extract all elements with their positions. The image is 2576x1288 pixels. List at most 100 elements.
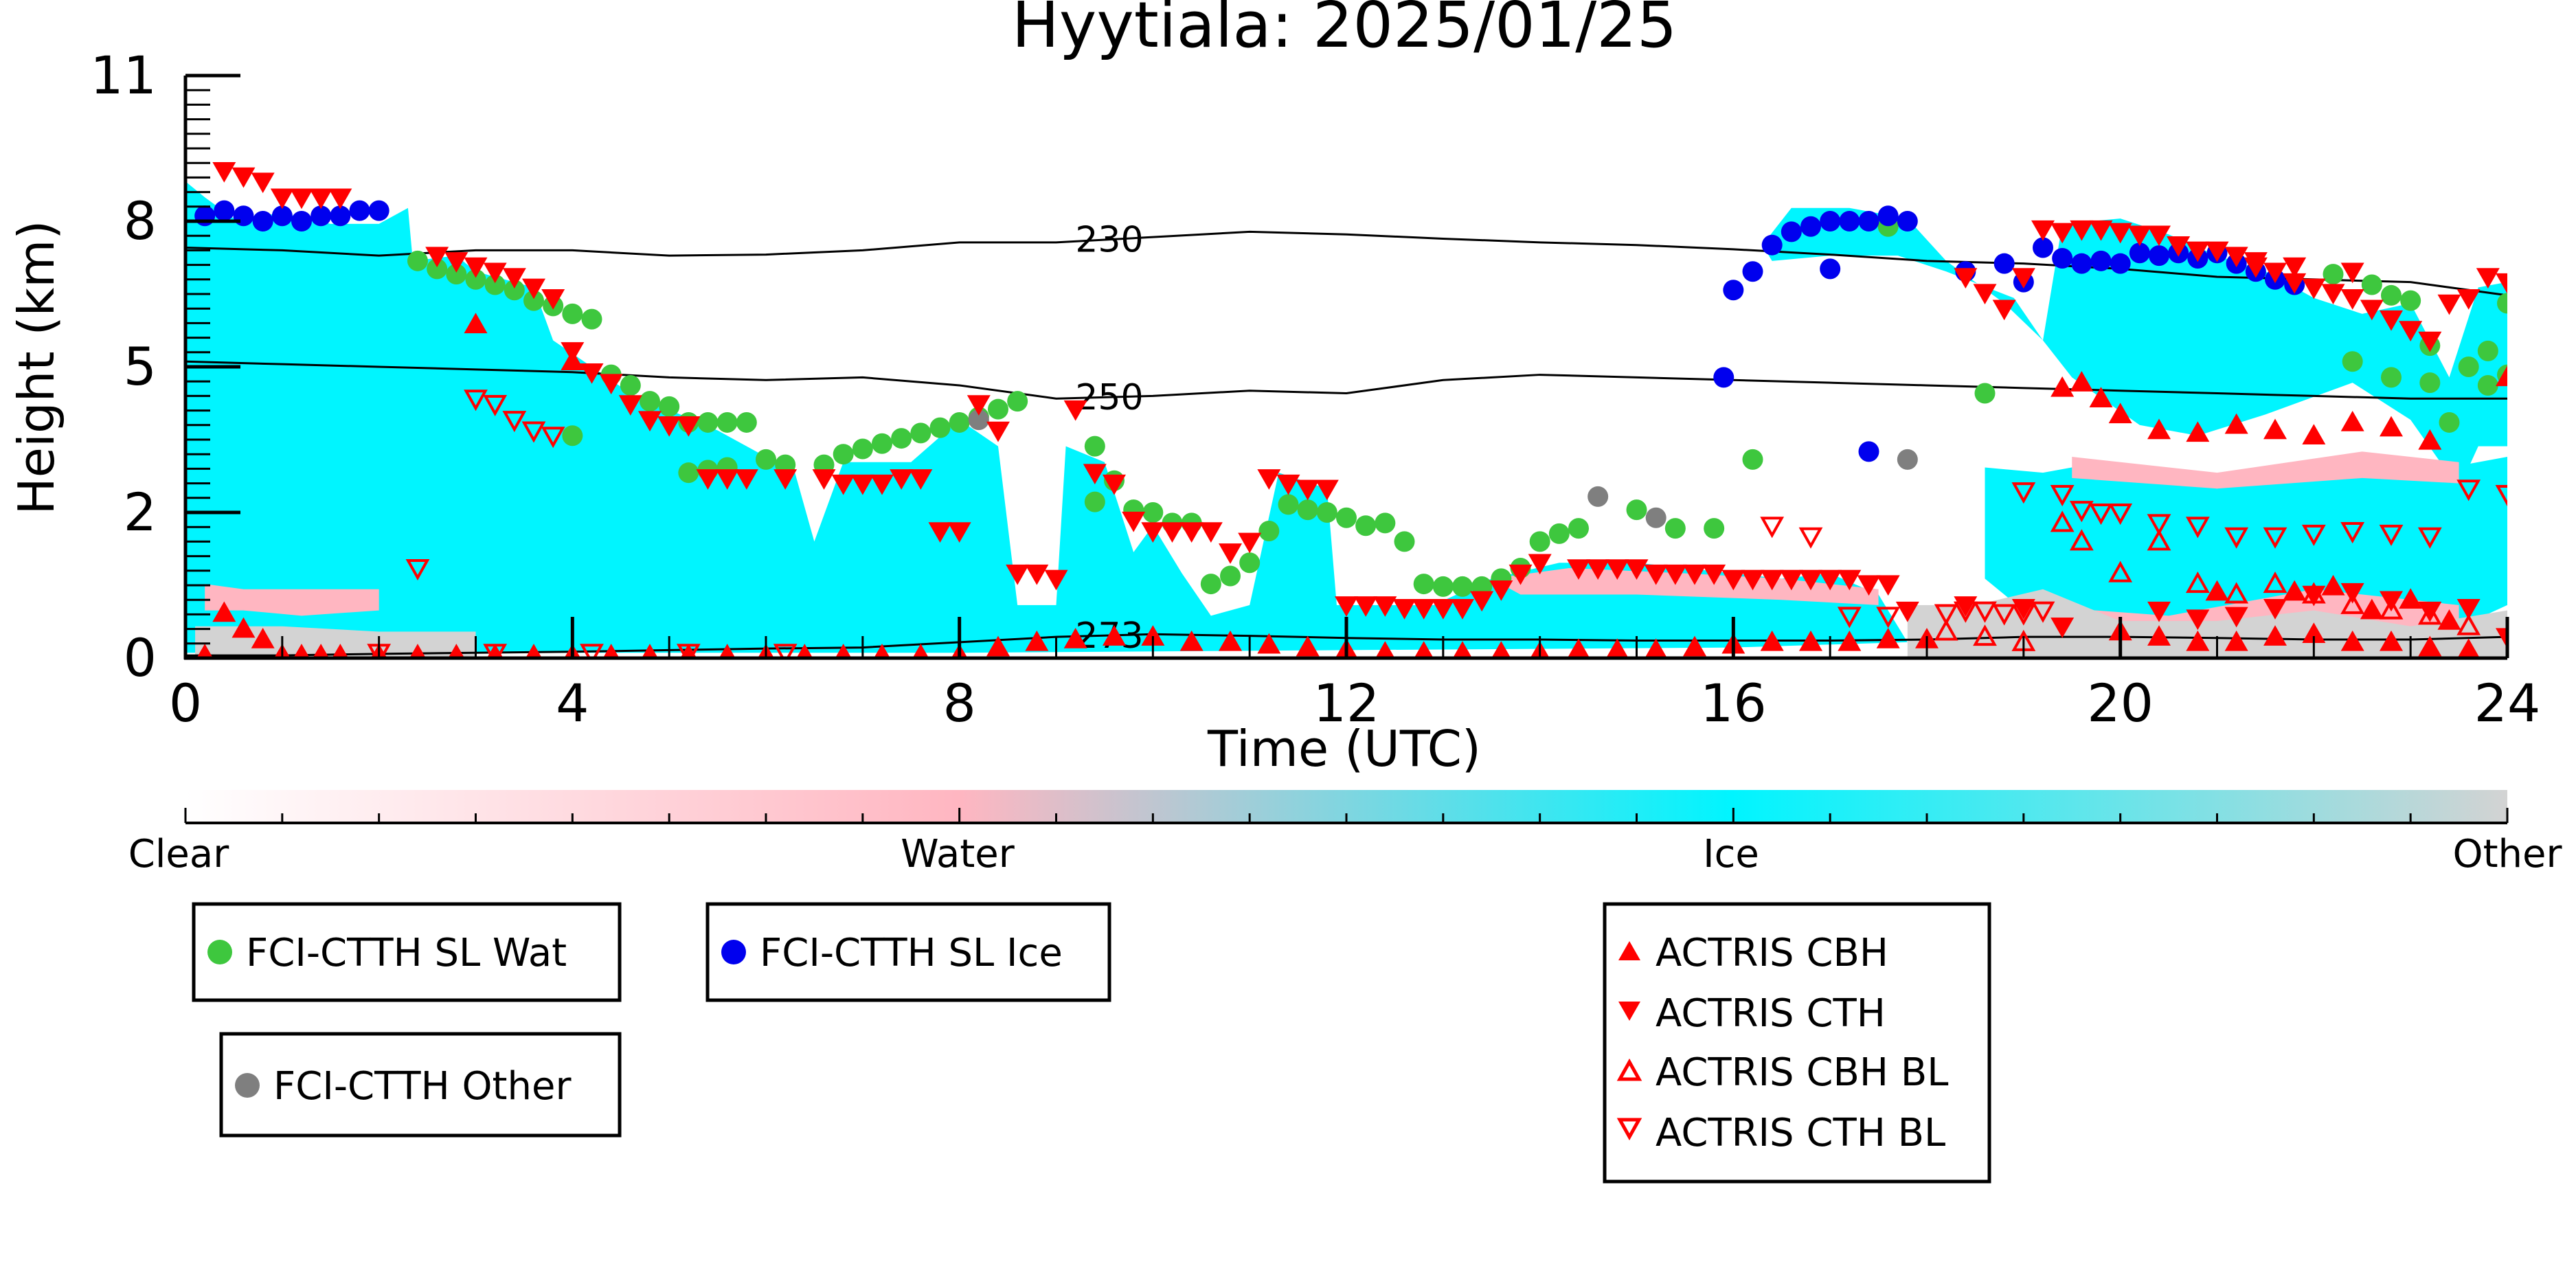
legend-label-cth: ACTRIS CTH: [1656, 991, 1886, 1036]
point-fci-ctth-sl-ice: [214, 200, 235, 221]
point-actris-cbh: [2108, 403, 2132, 424]
point-fci-ctth-sl-wat: [736, 411, 757, 433]
point-actris-cbh: [1838, 630, 1862, 651]
point-actris-cbh: [1219, 630, 1242, 651]
point-fci-ctth-sl-wat: [833, 444, 854, 465]
point-actris-cth: [2340, 262, 2364, 284]
point-fci-ctth-sl-wat: [562, 303, 583, 324]
point-actris-cth: [1451, 599, 1474, 620]
point-actris-cth: [1586, 559, 1610, 580]
point-fci-ctth-sl-wat: [2477, 340, 2498, 361]
point-fci-ctth-sl-wat: [697, 411, 719, 433]
point-fci-ctth-sl-ice: [1858, 211, 1879, 231]
point-actris-cbh: [196, 644, 214, 658]
point-actris-cth: [2456, 289, 2481, 310]
point-fci-ctth-sl-wat: [2400, 290, 2421, 311]
point-actris-cth: [2089, 220, 2113, 241]
point-actris-cth: [715, 469, 739, 490]
legend-box: [192, 902, 622, 1002]
point-fci-ctth-sl-ice: [2033, 237, 2053, 258]
point-actris-cth: [1431, 599, 1455, 620]
point-fci-ctth-sl-ice: [1800, 216, 1821, 237]
point-actris-cbh: [2380, 630, 2403, 651]
chart-title: Hyytiala: 2025/01/25: [1012, 0, 1677, 62]
point-fci-ctth-sl-wat: [1626, 499, 1647, 521]
point-actris-cth-bl: [2147, 514, 2171, 536]
point-fci-ctth-sl-wat: [949, 411, 970, 433]
point-actris-cth: [2050, 617, 2075, 638]
y-tick-label: 8: [124, 190, 157, 251]
point-actris-cth: [1122, 511, 1146, 532]
point-actris-cbh: [1567, 638, 1590, 658]
point-actris-cth-bl: [2495, 485, 2507, 507]
x-tick-label: 20: [2087, 673, 2154, 734]
point-actris-cth: [522, 278, 545, 300]
point-actris-cth-bl: [773, 644, 798, 658]
point-actris-cbh-bl: [2050, 510, 2075, 532]
point-actris-cth: [812, 469, 836, 490]
y-tick-label: 2: [124, 482, 157, 543]
point-actris-cth-bl: [1973, 601, 1997, 623]
point-actris-cth: [328, 188, 352, 210]
point-fci-ctth-sl-wat: [1084, 491, 1105, 512]
point-actris-cbh: [912, 644, 929, 658]
point-actris-cbh: [1296, 635, 1320, 657]
point-actris-cbh: [2050, 376, 2075, 397]
point-fci-ctth-sl-ice: [1839, 211, 1860, 231]
point-fci-ctth-other: [968, 409, 989, 431]
point-actris-cth-bl: [2301, 524, 2326, 546]
point-actris-cbh: [1025, 630, 1049, 651]
legend-wat: FCI-CTTH SL Wat: [192, 902, 622, 1002]
point-actris-cth: [1838, 569, 1862, 591]
point-actris-cth: [657, 416, 681, 437]
point-actris-cth: [1741, 569, 1765, 591]
point-actris-cbh: [448, 644, 465, 658]
point-actris-cth: [2011, 268, 2035, 289]
point-fci-ctth-sl-ice: [2129, 242, 2150, 264]
point-actris-cbh-bl: [2340, 592, 2365, 614]
point-actris-cbh: [2186, 630, 2210, 651]
legend-swatch-cth-bl: [1616, 1118, 1642, 1141]
x-tick-label: 12: [1313, 673, 1380, 734]
point-actris-cbh: [2224, 413, 2248, 434]
point-fci-ctth-sl-wat: [988, 398, 1008, 420]
point-actris-cth: [2263, 599, 2287, 620]
point-actris-cth: [1141, 522, 1165, 543]
point-actris-cth: [696, 469, 720, 490]
legend-other: FCI-CTTH Other: [219, 1032, 622, 1138]
point-fci-ctth-sl-wat: [1200, 574, 1221, 595]
point-actris-cbh: [2360, 598, 2384, 620]
point-fci-ctth-sl-wat: [891, 428, 912, 449]
point-actris-cth-bl: [2263, 527, 2287, 549]
point-fci-ctth-sl-wat: [2361, 274, 2382, 295]
x-tick-label: 16: [1700, 673, 1767, 734]
point-actris-cbh: [2321, 574, 2345, 596]
point-actris-cbh: [1760, 630, 1784, 651]
point-actris-cth: [2031, 220, 2055, 241]
point-actris-cbh-bl: [2456, 613, 2481, 635]
point-actris-cbh: [2263, 625, 2287, 646]
point-actris-cth: [1528, 554, 1552, 575]
point-actris-cbh: [293, 644, 310, 658]
x-tick-label: 0: [169, 673, 202, 734]
point-actris-cth: [1779, 569, 1803, 591]
point-actris-cth: [618, 395, 642, 416]
point-actris-cth: [850, 474, 874, 495]
point-actris-cth: [890, 469, 914, 490]
point-actris-cbh: [2496, 365, 2507, 387]
point-actris-cbh-bl: [2301, 582, 2326, 604]
point-fci-ctth-sl-wat: [484, 274, 506, 295]
point-actris-cth: [1044, 569, 1068, 591]
point-actris-cth: [2496, 628, 2507, 649]
point-actris-cth: [2496, 273, 2507, 294]
point-actris-cbh: [2418, 635, 2442, 657]
point-actris-cbh: [2205, 580, 2229, 601]
point-actris-cth: [1257, 469, 1281, 490]
point-actris-cth-bl: [1798, 527, 1823, 549]
point-fci-ctth-sl-ice: [1820, 211, 1841, 231]
point-actris-cth-bl: [2340, 521, 2365, 544]
point-fci-ctth-sl-wat: [1278, 494, 1299, 515]
point-fci-ctth-sl-wat: [1375, 512, 1396, 534]
point-actris-cbh: [719, 644, 736, 658]
point-actris-cth: [1373, 596, 1397, 617]
